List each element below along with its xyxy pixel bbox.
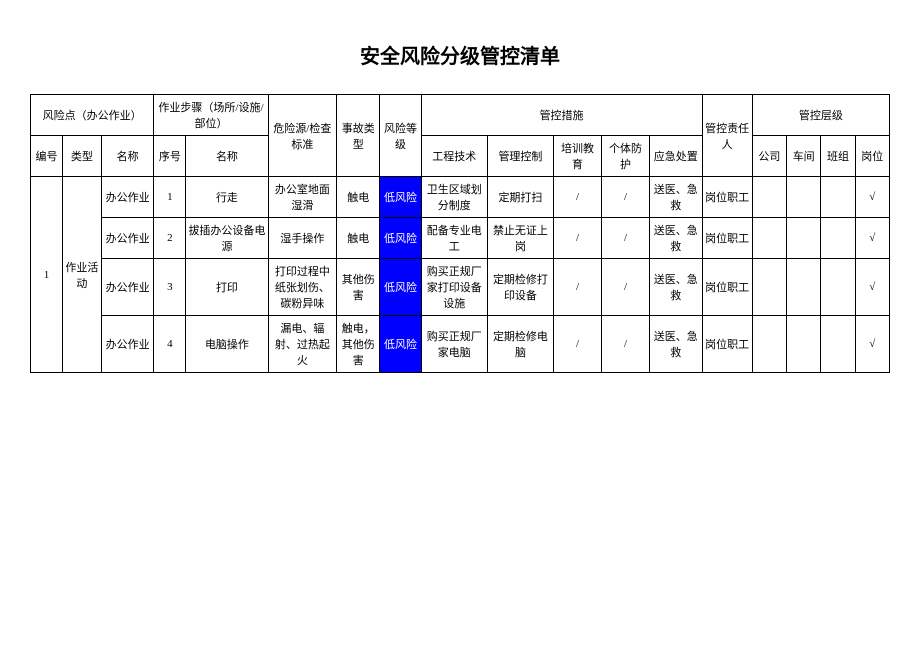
table-row: 办公作业 2 拔插办公设备电源 湿手操作 触电 低风险 配备专业电工 禁止无证上… xyxy=(31,218,890,259)
hdr-lvl-company: 公司 xyxy=(752,136,786,177)
cell-ppe: / xyxy=(602,259,650,316)
cell-lvl-team xyxy=(821,259,855,316)
cell-lvl-post: √ xyxy=(855,316,889,373)
cell-name: 办公作业 xyxy=(101,316,154,373)
cell-accident: 触电 xyxy=(337,218,380,259)
hdr-control-measures: 管控措施 xyxy=(421,95,702,136)
cell-eng: 购买正规厂家电脑 xyxy=(421,316,487,373)
cell-train: / xyxy=(554,259,602,316)
cell-emerg: 送医、急救 xyxy=(650,259,703,316)
header-row-1: 风险点（办公作业） 作业步骤（场所/设施/部位） 危险源/检查标准 事故类型 风… xyxy=(31,95,890,136)
hdr-name: 名称 xyxy=(101,136,154,177)
cell-mgmt: 定期检修电脑 xyxy=(487,316,553,373)
cell-risk: 低风险 xyxy=(380,177,421,218)
cell-eng: 卫生区域划分制度 xyxy=(421,177,487,218)
hdr-seq: 编号 xyxy=(31,136,63,177)
header-row-2: 编号 类型 名称 序号 名称 工程技术 管理控制 培训教育 个体防护 应急处置 … xyxy=(31,136,890,177)
cell-lvl-company xyxy=(752,316,786,373)
cell-step-name: 打印 xyxy=(186,259,268,316)
hdr-lvl-workshop: 车间 xyxy=(787,136,821,177)
cell-train: / xyxy=(554,218,602,259)
cell-lvl-workshop xyxy=(787,316,821,373)
cell-accident: 其他伤害 xyxy=(337,259,380,316)
cell-accident: 触电 xyxy=(337,177,380,218)
cell-name: 办公作业 xyxy=(101,218,154,259)
cell-emerg: 送医、急救 xyxy=(650,218,703,259)
cell-type: 作业活动 xyxy=(62,177,101,373)
hdr-accident: 事故类型 xyxy=(337,95,380,177)
hdr-control-level: 管控层级 xyxy=(752,95,889,136)
hdr-emerg: 应急处置 xyxy=(650,136,703,177)
cell-hazard: 漏电、辐射、过热起火 xyxy=(268,316,337,373)
cell-seq: 1 xyxy=(31,177,63,373)
cell-risk: 低风险 xyxy=(380,316,421,373)
cell-resp: 岗位职工 xyxy=(702,177,752,218)
cell-lvl-team xyxy=(821,316,855,373)
cell-lvl-workshop xyxy=(787,259,821,316)
cell-resp: 岗位职工 xyxy=(702,259,752,316)
cell-lvl-company xyxy=(752,177,786,218)
cell-step-no: 4 xyxy=(154,316,186,373)
cell-ppe: / xyxy=(602,316,650,373)
cell-step-name: 电脑操作 xyxy=(186,316,268,373)
cell-lvl-workshop xyxy=(787,177,821,218)
hdr-responsible: 管控责任人 xyxy=(702,95,752,177)
cell-mgmt: 禁止无证上岗 xyxy=(487,218,553,259)
hdr-risk-level: 风险等级 xyxy=(380,95,421,177)
hdr-lvl-post: 岗位 xyxy=(855,136,889,177)
cell-mgmt: 定期打扫 xyxy=(487,177,553,218)
cell-hazard: 湿手操作 xyxy=(268,218,337,259)
cell-emerg: 送医、急救 xyxy=(650,316,703,373)
table-row: 办公作业 3 打印 打印过程中纸张划伤、碳粉异味 其他伤害 低风险 购买正规厂家… xyxy=(31,259,890,316)
cell-ppe: / xyxy=(602,177,650,218)
cell-train: / xyxy=(554,316,602,373)
hdr-hazard: 危险源/检查标准 xyxy=(268,95,337,177)
cell-risk: 低风险 xyxy=(380,218,421,259)
page-title: 安全风险分级管控清单 xyxy=(30,40,890,69)
hdr-train: 培训教育 xyxy=(554,136,602,177)
hdr-mgmt: 管理控制 xyxy=(487,136,553,177)
cell-eng: 配备专业电工 xyxy=(421,218,487,259)
cell-step-no: 2 xyxy=(154,218,186,259)
cell-lvl-company xyxy=(752,259,786,316)
cell-ppe: / xyxy=(602,218,650,259)
cell-emerg: 送医、急救 xyxy=(650,177,703,218)
hdr-lvl-team: 班组 xyxy=(821,136,855,177)
cell-train: / xyxy=(554,177,602,218)
hdr-ppe: 个体防护 xyxy=(602,136,650,177)
cell-name: 办公作业 xyxy=(101,177,154,218)
cell-step-name: 行走 xyxy=(186,177,268,218)
hdr-work-step: 作业步骤（场所/设施/部位） xyxy=(154,95,268,136)
risk-table: 风险点（办公作业） 作业步骤（场所/设施/部位） 危险源/检查标准 事故类型 风… xyxy=(30,94,890,373)
cell-hazard: 办公室地面湿滑 xyxy=(268,177,337,218)
hdr-risk-point: 风险点（办公作业） xyxy=(31,95,154,136)
cell-lvl-post: √ xyxy=(855,259,889,316)
cell-lvl-workshop xyxy=(787,218,821,259)
cell-lvl-post: √ xyxy=(855,218,889,259)
cell-step-no: 3 xyxy=(154,259,186,316)
hdr-step-no: 序号 xyxy=(154,136,186,177)
cell-step-no: 1 xyxy=(154,177,186,218)
cell-accident: 触电，其他伤害 xyxy=(337,316,380,373)
hdr-eng: 工程技术 xyxy=(421,136,487,177)
hdr-type: 类型 xyxy=(62,136,101,177)
table-row: 1 作业活动 办公作业 1 行走 办公室地面湿滑 触电 低风险 卫生区域划分制度… xyxy=(31,177,890,218)
cell-lvl-company xyxy=(752,218,786,259)
cell-hazard: 打印过程中纸张划伤、碳粉异味 xyxy=(268,259,337,316)
cell-risk: 低风险 xyxy=(380,259,421,316)
cell-lvl-team xyxy=(821,218,855,259)
cell-resp: 岗位职工 xyxy=(702,218,752,259)
hdr-step-name: 名称 xyxy=(186,136,268,177)
cell-step-name: 拔插办公设备电源 xyxy=(186,218,268,259)
cell-mgmt: 定期检修打印设备 xyxy=(487,259,553,316)
cell-lvl-post: √ xyxy=(855,177,889,218)
table-body: 1 作业活动 办公作业 1 行走 办公室地面湿滑 触电 低风险 卫生区域划分制度… xyxy=(31,177,890,373)
cell-lvl-team xyxy=(821,177,855,218)
cell-name: 办公作业 xyxy=(101,259,154,316)
table-row: 办公作业 4 电脑操作 漏电、辐射、过热起火 触电，其他伤害 低风险 购买正规厂… xyxy=(31,316,890,373)
cell-resp: 岗位职工 xyxy=(702,316,752,373)
cell-eng: 购买正规厂家打印设备设施 xyxy=(421,259,487,316)
